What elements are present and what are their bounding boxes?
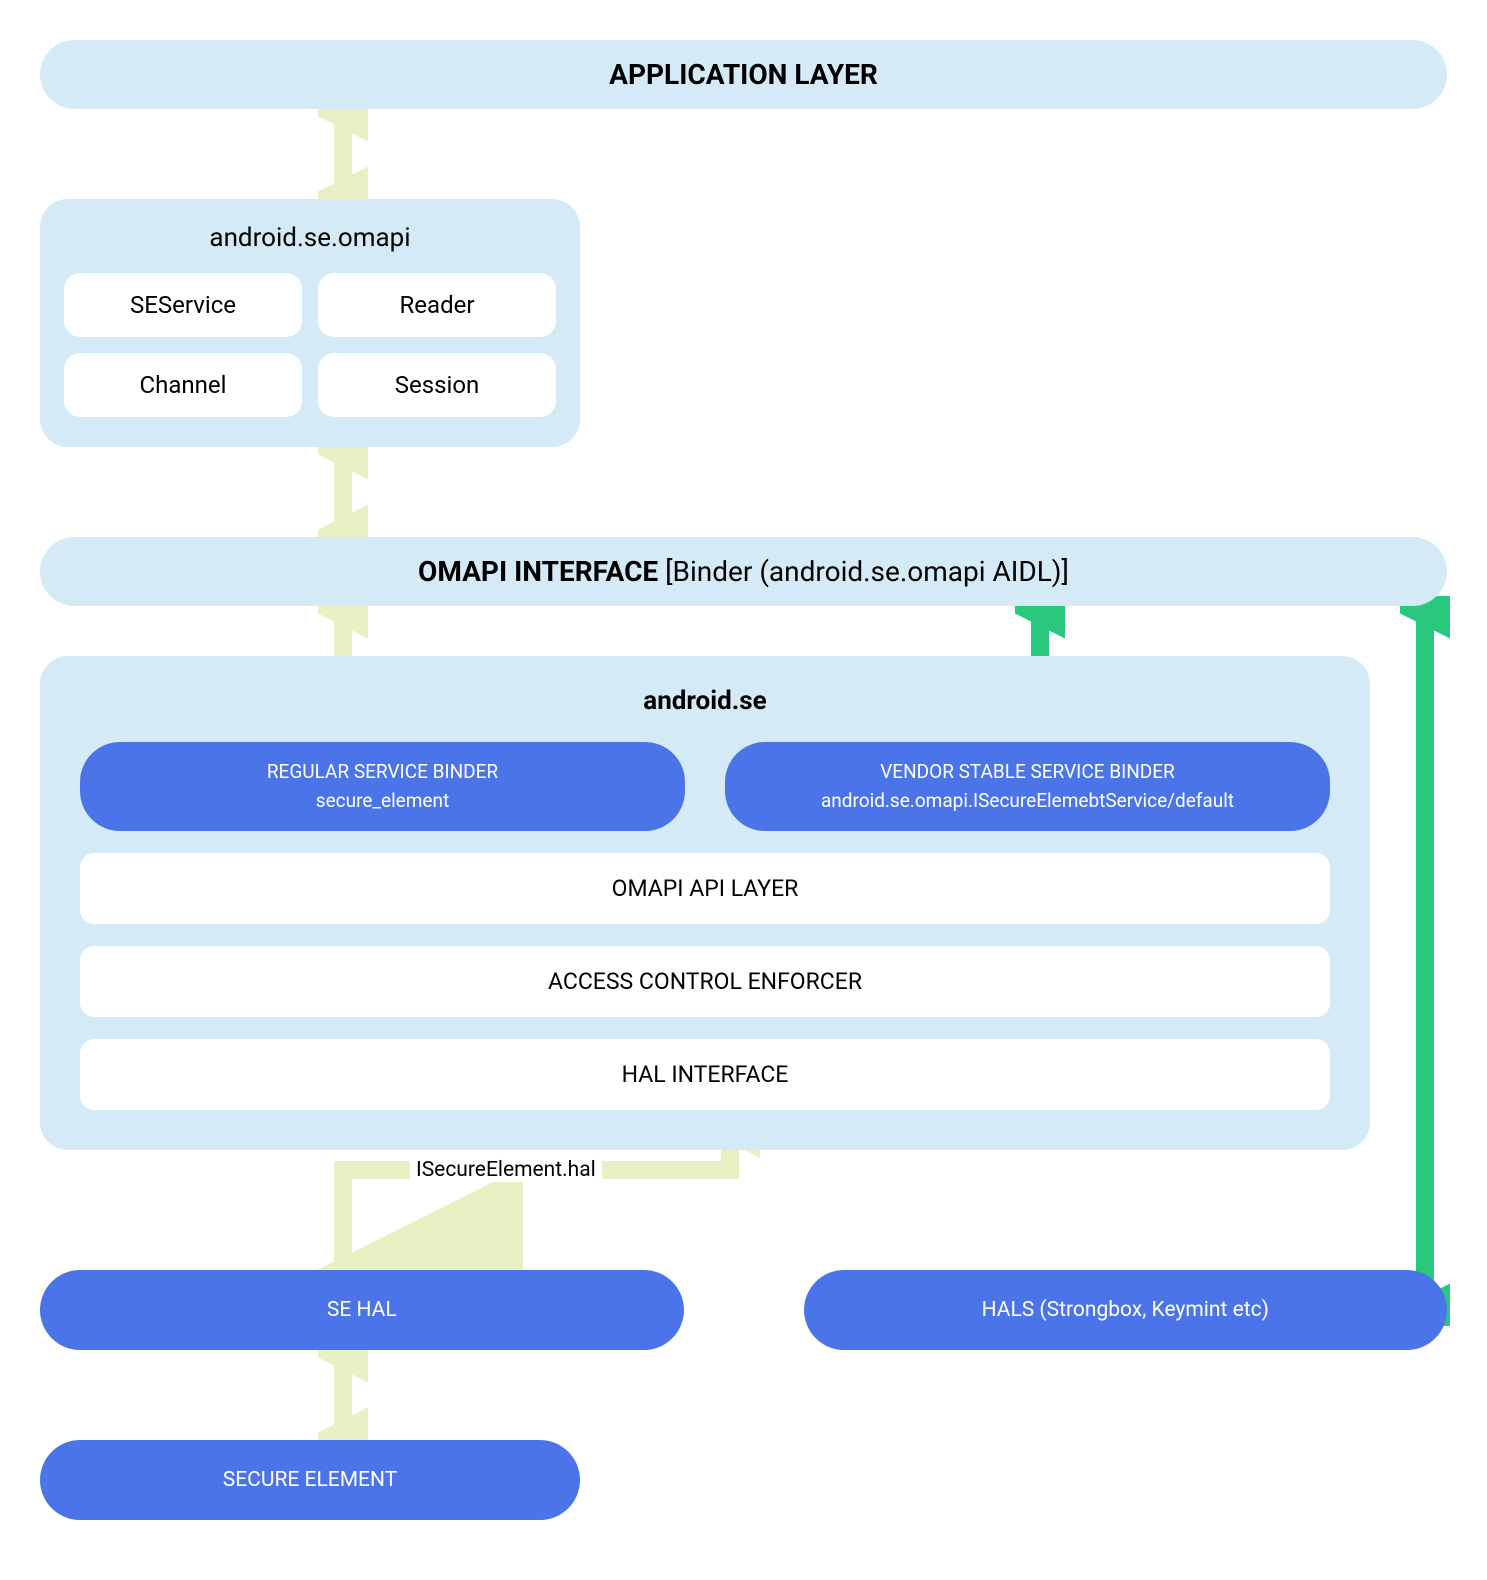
omapi-interface-rest: [Binder (android.se.omapi AIDL)] [658, 555, 1069, 588]
arrow-icon [318, 437, 368, 547]
omapi-class-channel: Channel [64, 353, 302, 417]
omapi-interface-bold: OMAPI INTERFACE [418, 555, 658, 588]
binder-line1: VENDOR STABLE SERVICE BINDER [880, 760, 1175, 783]
vendor-stable-service-binder: VENDOR STABLE SERVICE BINDER android.se.… [725, 742, 1330, 831]
omapi-class-reader: Reader [318, 273, 556, 337]
hal-interface-layer: HAL INTERFACE [80, 1039, 1330, 1110]
binder-line2: android.se.omapi.ISecureElemebtService/d… [821, 789, 1234, 812]
arrow-icon [318, 99, 368, 209]
omapi-package-box: android.se.omapi SEService Reader Channe… [40, 199, 580, 447]
binder-line1: REGULAR SERVICE BINDER [267, 760, 498, 783]
se-hal-node: SE HAL [40, 1270, 684, 1350]
omapi-api-layer: OMAPI API LAYER [80, 853, 1330, 924]
other-hals-node: HALS (Strongbox, Keymint etc) [804, 1270, 1448, 1350]
application-layer-bar: APPLICATION LAYER [40, 40, 1447, 109]
secure-element-node: SECURE ELEMENT [40, 1440, 580, 1520]
regular-service-binder: REGULAR SERVICE BINDER secure_element [80, 742, 685, 831]
hal-connector-label: ISecureElement.hal [410, 1158, 602, 1182]
binder-line2: secure_element [316, 789, 449, 812]
arrow-icon [318, 1340, 368, 1450]
omapi-package-title: android.se.omapi [64, 223, 556, 253]
android-se-title: android.se [80, 686, 1330, 716]
omapi-class-seservice: SEService [64, 273, 302, 337]
android-se-container: android.se REGULAR SERVICE BINDER secure… [40, 656, 1370, 1150]
omapi-class-session: Session [318, 353, 556, 417]
omapi-interface-bar: OMAPI INTERFACE [Binder (android.se.omap… [40, 537, 1447, 606]
access-control-enforcer: ACCESS CONTROL ENFORCER [80, 946, 1330, 1017]
